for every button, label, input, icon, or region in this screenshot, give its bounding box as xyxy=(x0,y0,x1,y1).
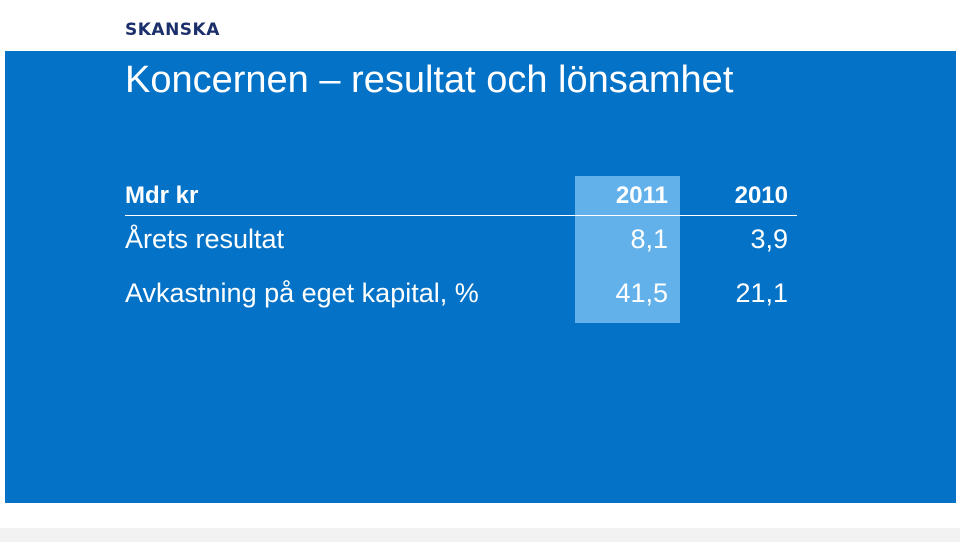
table-divider xyxy=(125,215,797,216)
footer-strip xyxy=(0,528,960,542)
row-label: Avkastning på eget kapital, % xyxy=(125,278,479,308)
table-header-unit: Mdr kr xyxy=(125,182,199,209)
row-value-2010: 3,9 xyxy=(750,224,788,254)
table-header-2011: 2011 xyxy=(615,182,668,209)
row-label: Årets resultat xyxy=(125,224,285,254)
skanska-logo: SKANSKA xyxy=(125,20,220,40)
slide-title: Koncernen – resultat och lönsamhet xyxy=(125,59,734,101)
table-header-2010: 2010 xyxy=(734,182,788,209)
row-value-2010: 21,1 xyxy=(735,278,788,308)
slide-panel: Koncernen – resultat och lönsamhet Mdr k… xyxy=(5,51,956,503)
row-value-2011: 41,5 xyxy=(615,278,668,308)
row-value-2011: 8,1 xyxy=(630,224,668,254)
column-highlight-2011 xyxy=(575,176,680,323)
